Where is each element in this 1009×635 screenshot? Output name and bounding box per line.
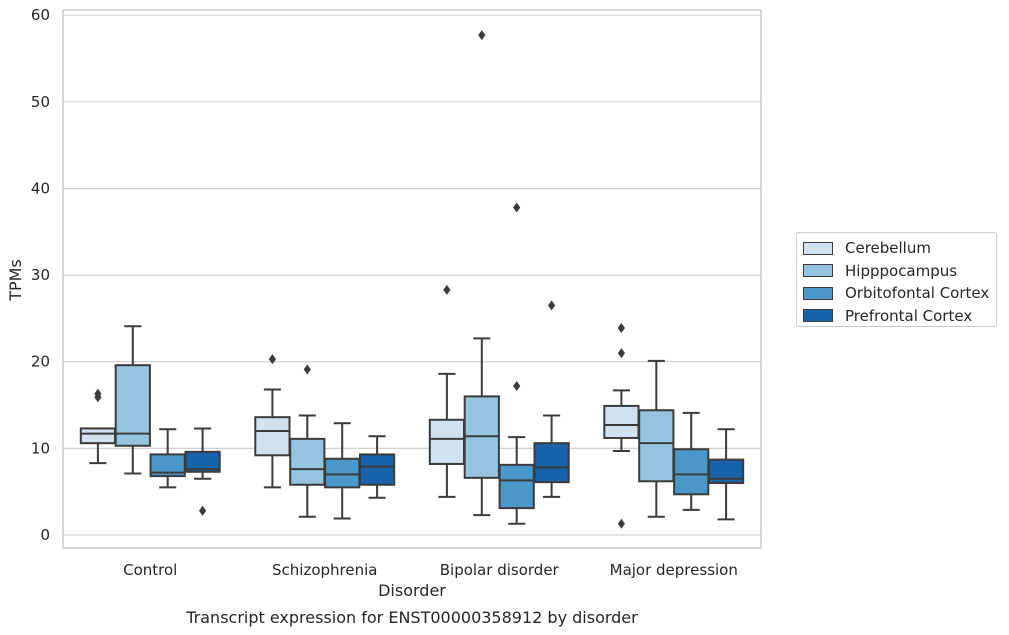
outlier-point [617, 322, 625, 333]
y-tick-label: 60 [31, 6, 50, 24]
box-prefrontal-cortex-major-depression [707, 428, 745, 521]
x-axis-ticks: Control Schizophrenia Bipolar disorder Majo… [123, 561, 738, 579]
y-tick-label: 50 [31, 93, 50, 111]
x-tick-label: Control [123, 561, 177, 579]
x-axis-title: Disorder [378, 581, 446, 600]
box-body [603, 404, 640, 439]
legend-item: Cerebellum [803, 237, 996, 260]
box-orbitofontal-cortex-control [149, 428, 186, 489]
box-body [533, 442, 570, 484]
outlier-point [617, 518, 625, 529]
x-tick-label: Schizophrenia [272, 561, 377, 579]
y-tick-label: 20 [31, 353, 50, 371]
box-body [638, 409, 675, 483]
box-body [79, 427, 117, 445]
box-body [358, 453, 396, 486]
outlier-point [513, 202, 521, 213]
outlier-point [268, 354, 276, 365]
plot-area [79, 30, 745, 529]
outlier-point [478, 30, 486, 41]
box-prefrontal-cortex-control [184, 427, 221, 516]
box-body [114, 364, 151, 447]
box-body [289, 437, 326, 486]
y-tick-label: 40 [31, 179, 50, 197]
outlier-point [617, 348, 625, 359]
box-hipppocampus-control [114, 325, 151, 475]
legend-item: Prefrontal Cortex [803, 305, 996, 328]
box-orbitofontal-cortex-bipolar-disorder [498, 202, 535, 525]
box-cerebellum-bipolar-disorder [428, 284, 466, 498]
box-body [324, 457, 361, 489]
box-body [673, 448, 710, 496]
box-orbitofontal-cortex-schizophrenia [324, 422, 361, 520]
outlier-point [94, 388, 102, 399]
x-tick-label: Major depression [610, 561, 738, 579]
box-cerebellum-schizophrenia [254, 354, 291, 489]
box-body [498, 463, 535, 510]
y-tick-label: 30 [31, 266, 50, 284]
legend-swatch [803, 309, 833, 323]
box-prefrontal-cortex-schizophrenia [358, 435, 396, 499]
box-body [707, 458, 745, 485]
legend-swatch [803, 264, 833, 278]
y-axis-ticks: 0 10 20 30 40 50 60 [31, 6, 50, 544]
box-hipppocampus-bipolar-disorder [463, 30, 500, 517]
legend-label: Prefrontal Cortex [845, 306, 973, 325]
legend: Cerebellum Hipppocampus Orbitofontal Corte… [796, 232, 997, 327]
legend-item: Hipppocampus [803, 260, 996, 283]
box-body [254, 416, 291, 457]
box-hipppocampus-major-depression [638, 359, 675, 518]
box-body [184, 450, 221, 473]
y-tick-label: 0 [40, 526, 50, 544]
box-cerebellum-major-depression [603, 322, 640, 529]
outlier-point [443, 284, 451, 295]
plot-frame [62, 9, 762, 549]
outlier-point [513, 380, 521, 391]
box-orbitofontal-cortex-major-depression [673, 411, 710, 511]
legend-item: Orbitofontal Cortex [803, 282, 996, 305]
box-cerebellum-control [79, 388, 117, 465]
box-hipppocampus-schizophrenia [289, 364, 326, 518]
legend-swatch [803, 286, 833, 300]
grid-lines [63, 14, 761, 536]
legend-swatch [803, 241, 833, 255]
outlier-point [199, 505, 207, 516]
outlier-point [548, 300, 556, 311]
chart-caption: Transcript expression for ENST0000035891… [185, 608, 638, 627]
outlier-point [303, 364, 311, 375]
legend-label: Hipppocampus [845, 261, 958, 280]
y-axis-title: TPMs [6, 259, 25, 302]
box-prefrontal-cortex-bipolar-disorder [533, 300, 570, 498]
y-tick-label: 10 [31, 439, 50, 457]
legend-label: Cerebellum [845, 239, 931, 258]
legend-label: Orbitofontal Cortex [845, 284, 990, 303]
x-tick-label: Bipolar disorder [440, 561, 560, 579]
box-body [428, 418, 466, 465]
